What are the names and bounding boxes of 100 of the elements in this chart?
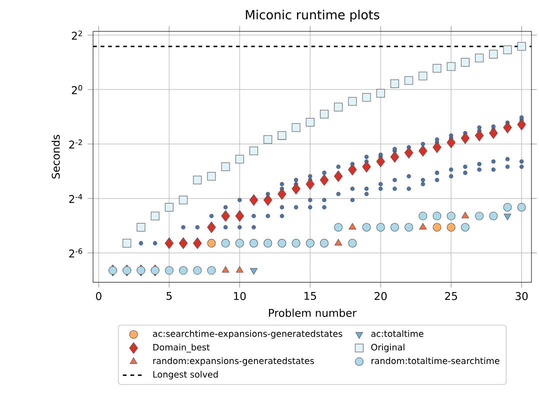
point [432,223,442,232]
x-tick-label: 5 [166,292,172,300]
point [390,223,399,232]
point [221,239,230,248]
point [292,239,300,248]
point [348,97,357,106]
point [404,223,414,232]
y-tick-label: 2$^{0}$ [72,85,82,94]
point [362,223,371,232]
y-tick-label: 2$^{2}$ [72,30,82,40]
point [292,183,300,195]
legend-label: Longest solved [153,371,218,380]
point [235,155,244,164]
point [264,239,272,248]
y-tick-label: 2$^{-6}$ [69,248,82,258]
point [263,194,272,206]
point [404,76,414,85]
point [235,239,244,248]
point [390,151,400,163]
point [503,46,512,54]
point [193,266,202,275]
point [264,136,272,144]
point [193,176,202,184]
point [446,212,456,220]
point [461,212,469,218]
point [432,64,442,73]
point [489,212,498,220]
point [489,50,498,59]
point [207,266,216,275]
point [221,162,230,172]
point [179,266,188,275]
point [235,210,244,222]
point [306,118,314,127]
point [460,132,470,144]
point [376,156,386,168]
point [207,239,216,248]
point [517,42,526,51]
point [432,142,442,154]
legend-label: ac:searchtime-expansions-generatedstates [153,330,342,339]
point [404,147,414,159]
point [320,174,329,186]
point [376,89,385,98]
point [517,203,526,212]
x-tick-label: 30 [516,292,528,300]
point [250,268,258,275]
point [489,128,498,140]
point [221,210,230,222]
point [334,170,343,182]
point [362,93,371,102]
point [164,238,174,250]
y-axis-title: Seconds [52,135,60,179]
point [419,223,427,230]
point [249,194,258,206]
y-tick-label: 2$^{-2}$ [69,140,82,149]
point [475,212,484,220]
point [348,223,356,230]
point [207,172,216,181]
point [222,266,230,273]
x-tick-label: 15 [304,292,316,300]
point [164,266,174,275]
point [122,239,132,248]
point [475,54,484,63]
point [334,223,343,232]
point [418,212,428,220]
point [320,110,329,119]
point [292,124,300,132]
point [504,214,512,220]
point [418,145,428,157]
legend-label: ac:totaltime [371,330,424,338]
legend-label: random:totaltime-searchtime [372,358,500,364]
point [320,239,329,248]
point [306,178,315,190]
point [150,212,160,220]
point [503,122,512,134]
point [278,188,286,200]
point [136,223,146,232]
y-tick-label: 2$^{-4}$ [69,194,82,204]
point [179,196,188,205]
point [432,212,442,220]
point [278,132,286,140]
point [460,58,470,67]
point [446,136,456,148]
legend-label: Original [371,344,404,352]
point [460,223,470,232]
point [348,239,357,248]
point [192,238,202,250]
point [236,266,244,273]
x-axis-title: Problem number [269,308,357,318]
point [207,222,216,234]
x-tick-label: 20 [374,292,387,300]
point [503,203,512,212]
point [334,103,343,112]
x-tick-label: 0 [96,292,102,300]
point [250,146,258,156]
point [390,80,399,88]
point [362,161,371,173]
point [348,164,357,176]
point [278,239,286,248]
legend-label: random:expansions-generatedstates [153,358,314,366]
point [446,223,456,232]
